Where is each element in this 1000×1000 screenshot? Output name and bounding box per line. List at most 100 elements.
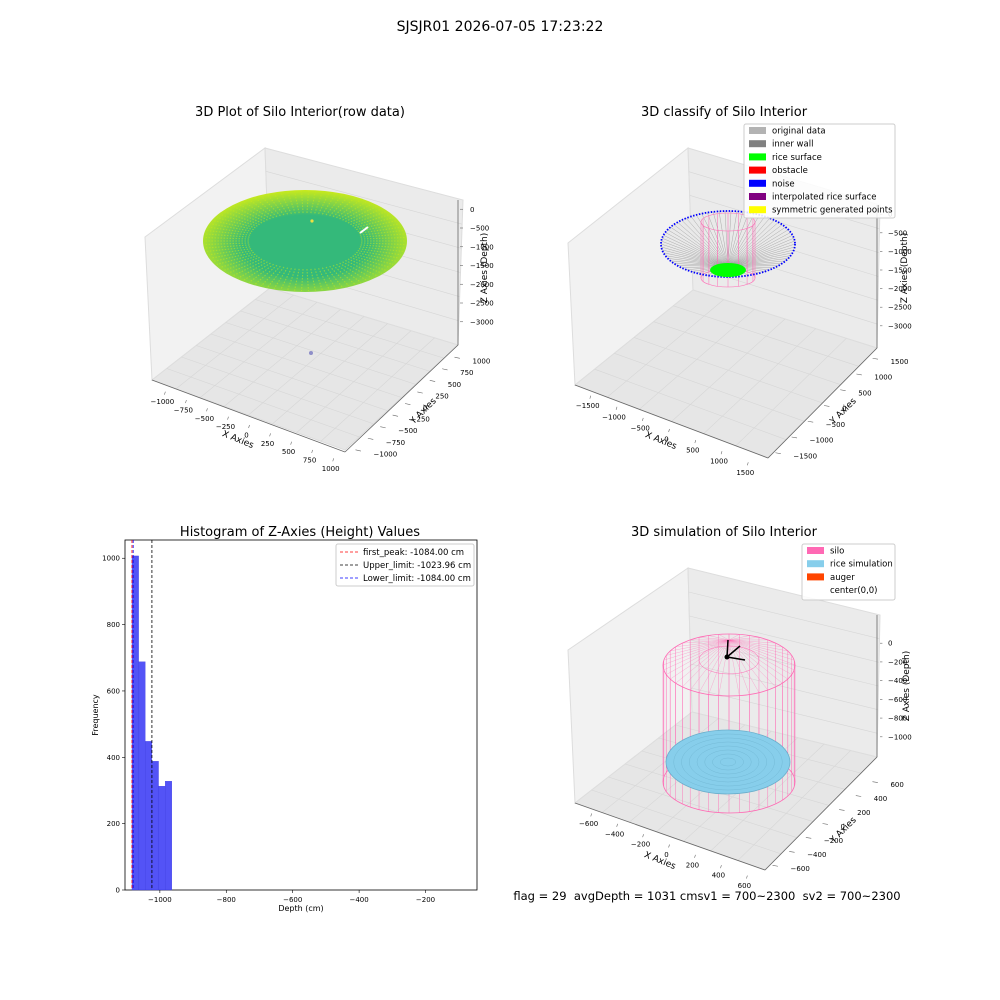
inner-wall-spoke xyxy=(727,246,795,267)
classify-title: 3D classify of Silo Interior xyxy=(641,105,808,120)
legend-label: silo xyxy=(830,547,844,557)
raw-z-tick-label: −1500 xyxy=(470,262,494,270)
rice-texture-ring xyxy=(681,737,775,787)
raw-x-axis xyxy=(151,379,346,453)
silo-roof-line xyxy=(670,639,730,652)
hist-y-ticks: 0 200 400 600 800 1000 xyxy=(102,555,125,895)
classify-z-tick-label: −500 xyxy=(888,229,907,237)
hist-x-ticks: −1000 −800 −600 −400 −200 xyxy=(148,890,435,904)
inner-wall-spoke xyxy=(727,213,755,267)
silo-roof-line xyxy=(728,635,750,641)
raw-x-tick xyxy=(206,408,208,412)
legend-swatch xyxy=(807,560,824,568)
classify-y-tick xyxy=(872,357,879,360)
inner-wall-spoke xyxy=(661,240,729,267)
raw-y-tick xyxy=(392,414,399,417)
classify-noise-rim xyxy=(660,210,796,278)
point-ray xyxy=(205,236,250,240)
point-ray xyxy=(213,220,254,231)
point-ray xyxy=(350,211,387,226)
figure-title: SJSJR01 2026-07-05 17:23:22 xyxy=(397,19,604,35)
hist-x-tick-label: −600 xyxy=(283,896,302,904)
sim-xlabel: X Axies xyxy=(642,850,677,872)
sim-auger-y xyxy=(726,645,741,658)
point-ray xyxy=(237,203,268,221)
sim-zlabel: Z Axies (Depth) xyxy=(902,651,912,722)
raw-y-tick xyxy=(454,356,460,359)
rice-texture-ring xyxy=(720,757,736,767)
point-ray xyxy=(359,230,403,236)
silo-roof-line xyxy=(728,639,795,671)
inner-wall-spoke xyxy=(727,216,766,267)
inner-wall-spoke xyxy=(727,211,738,267)
point-ray xyxy=(210,250,253,259)
sim-y-tick xyxy=(855,795,862,797)
hist-bar xyxy=(138,661,146,891)
point-ray xyxy=(321,267,337,289)
point-ray xyxy=(208,248,252,256)
point-ray xyxy=(332,197,356,218)
raw-xlabel: X Axies xyxy=(220,429,255,451)
raw-x-tick xyxy=(248,424,250,429)
gridline xyxy=(673,305,859,367)
point-ray xyxy=(354,253,394,265)
rice-texture-ring xyxy=(712,753,744,771)
point-ray xyxy=(294,268,300,291)
sim-x-tick xyxy=(694,854,696,858)
raw-y-tick xyxy=(355,449,361,452)
point-ray xyxy=(359,246,403,252)
legend-label: symmetric generated points xyxy=(772,206,893,216)
classify-y-tick-label: 0 xyxy=(842,405,846,413)
point-ray xyxy=(318,267,330,290)
raw-y-tick-label: −1000 xyxy=(374,450,398,458)
gridline xyxy=(608,776,798,838)
sim-y-tick xyxy=(772,865,778,867)
sim-z-tick-label: −400 xyxy=(888,677,907,685)
raw-point-rays xyxy=(205,191,405,291)
gridline xyxy=(225,322,416,385)
sim-center-point xyxy=(724,654,730,660)
hist-bar xyxy=(165,781,172,891)
point-ray xyxy=(267,194,285,216)
raw-x-tick xyxy=(311,449,313,454)
inner-wall-spoke xyxy=(727,237,795,267)
legend-label: rice simulation xyxy=(830,560,893,570)
raw-y-axis xyxy=(344,344,459,453)
point-ray xyxy=(254,197,278,218)
raw-z-tick-label: −2500 xyxy=(470,300,494,308)
inner-wall-spoke xyxy=(677,222,729,267)
raw-x-tick xyxy=(290,441,292,445)
sim-z-tick-label: −600 xyxy=(888,696,907,704)
raw-y-tick-label: 0 xyxy=(423,404,427,412)
point-ray xyxy=(273,193,289,215)
point-ray xyxy=(347,258,382,274)
inner-wall-spoke xyxy=(690,216,729,267)
gridline xyxy=(255,299,444,359)
point-ray xyxy=(347,208,382,224)
point-ray xyxy=(354,217,394,229)
sim-ylabel: Y Axies xyxy=(828,815,859,846)
hist-y-tick-label: 1000 xyxy=(102,555,120,563)
raw-z-tick-label: −2000 xyxy=(470,281,494,289)
raw-z-tick-label: 0 xyxy=(470,206,474,214)
silo-roof-line xyxy=(728,639,795,661)
gridline xyxy=(690,663,879,710)
legend-swatch xyxy=(749,140,766,148)
point-ray xyxy=(228,258,263,274)
sim-x-tick-label: −200 xyxy=(631,841,650,849)
sim-silo-top xyxy=(662,633,796,697)
panel-simulation-3d: 3D simulation of Silo Interior −600 −400 −… xyxy=(567,525,912,890)
legend-label: auger xyxy=(830,573,855,583)
inner-wall-spoke xyxy=(727,229,789,267)
sim-z-ticks: 0 −200 −400 −600 −800 −1000 xyxy=(880,640,912,741)
classify-z-tick-label: −2500 xyxy=(888,304,912,312)
sim-title: 3D simulation of Silo Interior xyxy=(631,525,818,540)
point-ray xyxy=(300,191,304,214)
point-ray xyxy=(342,203,373,221)
inner-wall-spoke xyxy=(727,252,793,267)
classify-x-tick xyxy=(589,395,592,399)
inner-wall-spoke xyxy=(724,211,729,267)
panel-histogram: Histogram of Z-Axies (Height) Values −10… xyxy=(91,525,478,913)
classify-legend: original data inner wall rice surface obsta… xyxy=(743,123,896,219)
point-ray xyxy=(216,253,256,265)
